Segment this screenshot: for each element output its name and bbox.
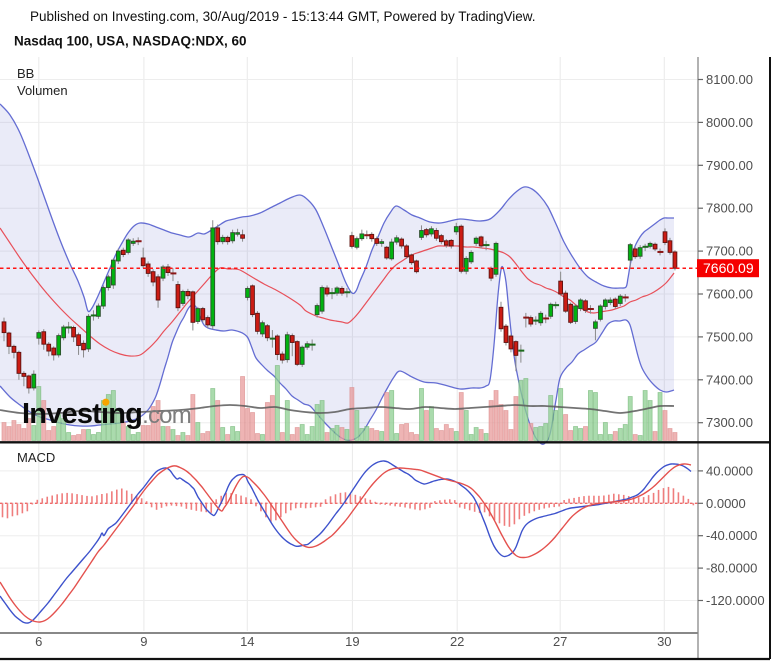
svg-text:22: 22	[450, 634, 464, 649]
svg-text:8000.00: 8000.00	[706, 115, 753, 130]
svg-text:0.0000: 0.0000	[706, 496, 746, 511]
svg-text:-120.0000: -120.0000	[706, 593, 765, 608]
svg-text:7900.00: 7900.00	[706, 158, 753, 173]
svg-text:7800.00: 7800.00	[706, 201, 753, 216]
svg-text:BB: BB	[17, 66, 34, 81]
svg-text:Nasdaq 100, USA, NASDAQ:NDX, 6: Nasdaq 100, USA, NASDAQ:NDX, 60	[14, 34, 247, 49]
svg-text:-80.0000: -80.0000	[706, 561, 757, 576]
svg-text:7300.00: 7300.00	[706, 415, 753, 430]
svg-text:19: 19	[345, 634, 359, 649]
svg-text:8100.00: 8100.00	[706, 72, 753, 87]
svg-text:Published on Investing.com, 30: Published on Investing.com, 30/Aug/2019 …	[30, 9, 536, 24]
svg-text:7700.00: 7700.00	[706, 244, 753, 259]
svg-text:7500.00: 7500.00	[706, 329, 753, 344]
svg-text:Volumen: Volumen	[17, 83, 68, 98]
svg-text:7660.09: 7660.09	[703, 260, 754, 276]
svg-text:7400.00: 7400.00	[706, 372, 753, 387]
svg-text:30: 30	[657, 634, 671, 649]
svg-text:MACD: MACD	[17, 450, 55, 465]
svg-text:40.0000: 40.0000	[706, 463, 753, 478]
svg-text:27: 27	[553, 634, 567, 649]
svg-text:14: 14	[240, 634, 254, 649]
svg-text:9: 9	[140, 634, 147, 649]
svg-text:6: 6	[35, 634, 42, 649]
svg-text:-40.0000: -40.0000	[706, 528, 757, 543]
svg-text:7600.00: 7600.00	[706, 287, 753, 302]
